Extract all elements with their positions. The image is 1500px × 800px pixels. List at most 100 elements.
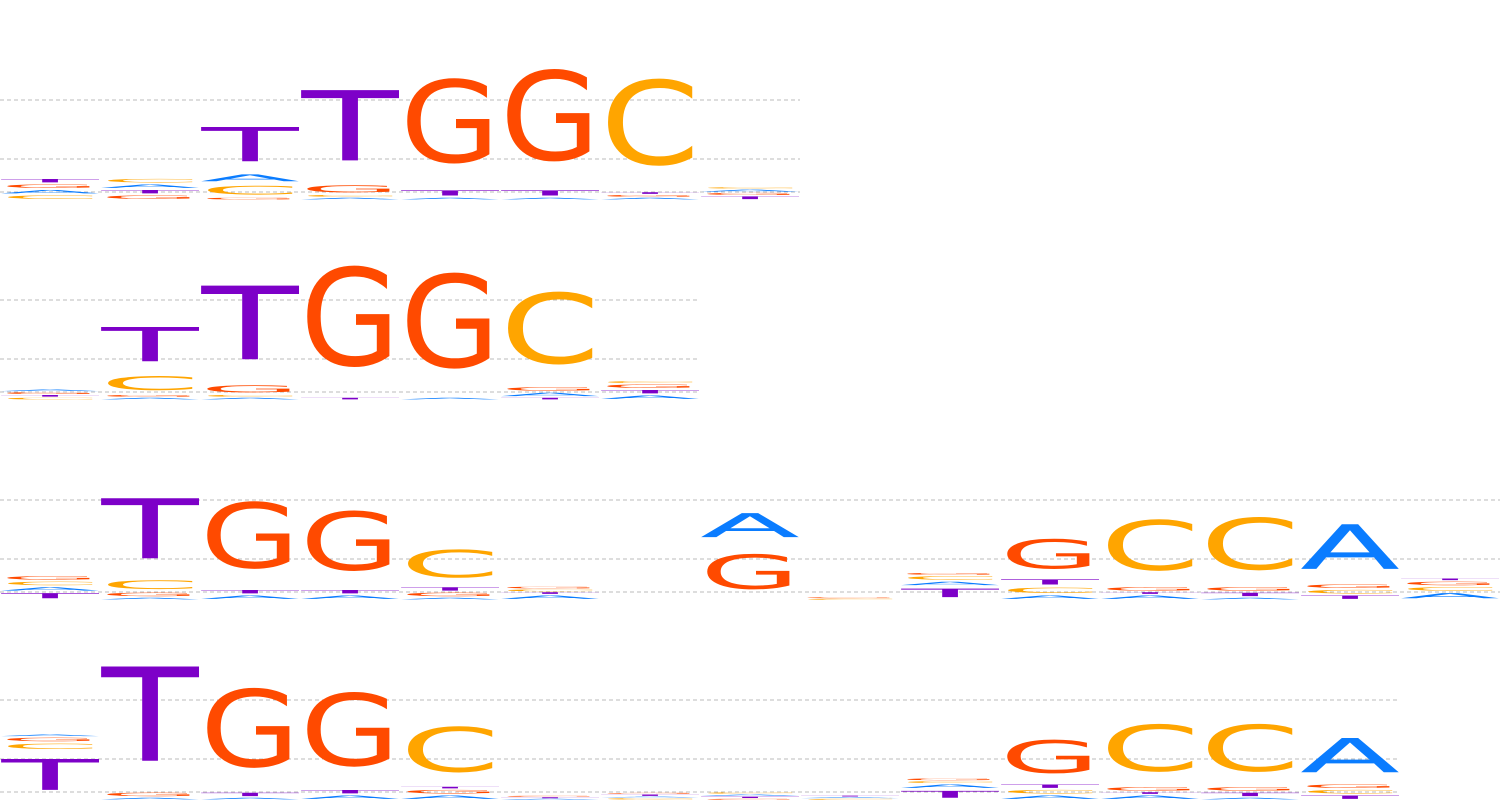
base-letter-T: T — [100, 482, 199, 578]
base-letter-G: G — [100, 792, 200, 798]
base-letter-C: C — [600, 798, 700, 800]
base-letter-A: A — [0, 734, 100, 737]
logo-4-position-9: CAT — [800, 795, 900, 800]
base-letter-G: G — [700, 798, 800, 800]
base-letter-A: A — [500, 197, 600, 200]
base-letter-G: G — [300, 496, 400, 589]
base-letter-T: T — [1100, 792, 1199, 795]
base-letter-G: G — [1100, 786, 1200, 792]
base-letter-G: G — [500, 46, 600, 189]
base-letter-T: T — [200, 589, 299, 594]
base-letter-G: G — [0, 575, 100, 581]
logo-1-position-6: ATG — [500, 46, 600, 200]
base-letter-G: G — [400, 250, 500, 398]
base-letter-C: C — [600, 381, 700, 384]
base-letter-T: T — [500, 592, 599, 595]
base-letter-C: C — [200, 395, 300, 398]
base-letter-T: T — [200, 117, 299, 172]
base-letter-T: T — [1200, 592, 1299, 597]
base-letter-T: T — [300, 397, 399, 400]
base-letter-A: A — [200, 595, 300, 600]
base-letter-T: T — [800, 795, 899, 796]
base-letter-C: C — [900, 781, 1000, 784]
base-letter-G: G — [600, 194, 700, 197]
base-letter-C: C — [700, 792, 800, 794]
base-letter-G: G — [1000, 531, 1100, 578]
base-letter-T: T — [600, 389, 699, 394]
base-letter-G: G — [1300, 583, 1400, 589]
base-letter-G: G — [400, 58, 500, 189]
base-letter-G: G — [900, 778, 1000, 781]
base-letter-G: G — [800, 597, 900, 599]
base-letter-A: A — [1400, 592, 1500, 600]
base-letter-G: G — [300, 184, 400, 195]
base-letter-A: A — [200, 797, 300, 800]
base-letter-T: T — [700, 796, 799, 798]
base-letter-G: G — [300, 242, 400, 398]
base-letter-T: T — [200, 266, 299, 384]
base-letter-G: G — [0, 737, 100, 743]
base-letter-G: G — [1300, 783, 1400, 789]
base-letter-G: G — [100, 592, 200, 598]
base-letter-G: G — [600, 383, 700, 389]
base-letter-A: A — [500, 392, 600, 397]
base-letter-A: A — [1000, 595, 1100, 600]
base-letter-T: T — [500, 797, 599, 798]
base-letter-G: G — [0, 183, 100, 189]
base-letter-G: G — [300, 674, 400, 789]
base-letter-C: C — [1400, 586, 1500, 591]
base-letter-A: A — [1100, 795, 1200, 800]
base-letter-C: C — [100, 578, 200, 592]
base-letter-G: G — [400, 592, 500, 598]
base-letter-A: A — [100, 597, 200, 600]
base-letter-T: T — [100, 189, 199, 194]
logo-4-position-6: ATG — [500, 795, 600, 800]
base-letter-A: A — [1300, 513, 1400, 584]
base-letter-T: T — [1100, 592, 1199, 595]
base-letter-G: G — [1400, 581, 1500, 587]
logo-4-position-2: AGT — [100, 642, 200, 800]
base-letter-T: T — [100, 642, 199, 792]
base-letter-A: A — [0, 389, 100, 392]
logo-4-position-4: ATG — [300, 674, 400, 800]
base-letter-C: C — [400, 715, 500, 786]
base-letter-A: A — [300, 795, 400, 800]
base-letter-A: A — [300, 197, 400, 200]
base-letter-T: T — [0, 395, 99, 398]
base-letter-T: T — [1300, 795, 1399, 800]
base-letter-A: A — [100, 397, 200, 400]
base-letter-T: T — [0, 178, 99, 183]
base-letter-C: C — [800, 799, 900, 800]
base-letter-G: G — [1000, 731, 1100, 783]
base-letter-C: C — [1300, 589, 1400, 594]
base-letter-T: T — [300, 789, 399, 794]
base-letter-G: G — [500, 386, 600, 392]
base-letter-C: C — [700, 187, 800, 189]
base-letter-C: C — [0, 581, 100, 586]
logo-4-position-3: ATG — [200, 668, 300, 800]
base-letter-A: A — [600, 796, 700, 797]
base-letter-G: G — [700, 192, 800, 195]
base-letter-T: T — [900, 586, 1000, 600]
base-letter-G: G — [500, 795, 600, 797]
base-letter-T: T — [400, 189, 499, 197]
base-letter-T: T — [400, 586, 499, 591]
base-letter-T: T — [1400, 578, 1499, 581]
base-letter-C: C — [1200, 504, 1300, 586]
